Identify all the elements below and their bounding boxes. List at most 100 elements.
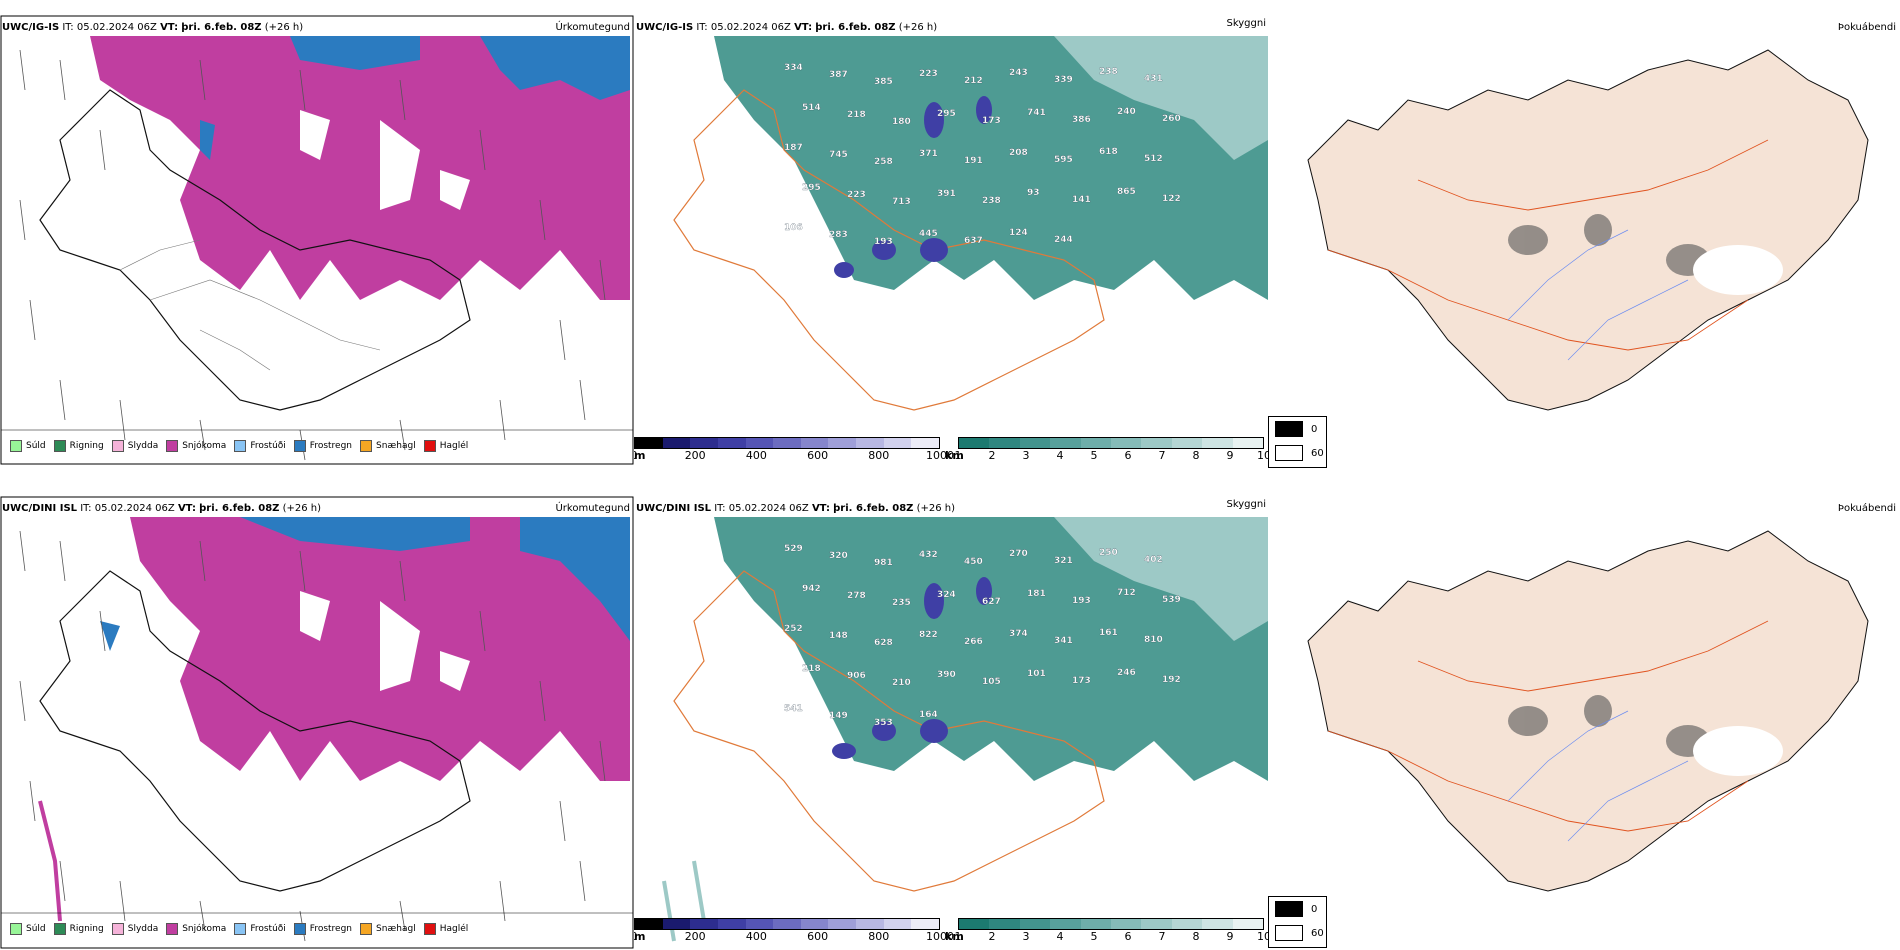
colorbar-tick: 400 [745,449,767,462]
panel-title-right: Þokuábendi [1837,22,1896,33]
cloud-base-label: 250 [1099,548,1118,558]
cloud-base-label: 106 [784,223,803,233]
cloud-base-label: 341 [1054,636,1073,646]
cloud-base-label: 637 [964,236,983,246]
cloud-base-label: 353 [874,718,893,728]
precip-map-canvas [0,15,634,465]
cloud-base-label: 124 [1009,228,1028,238]
vis-unit: km [945,930,964,943]
colorbar-tick: 1 [954,930,962,943]
colorbar-tick: 5 [1090,449,1098,462]
colorbar-segment [911,919,940,929]
colorbar-tick: 6 [1124,449,1132,462]
cloud-base-label: 252 [784,624,803,634]
vis-unit: km [945,449,964,462]
cloud-base-label: 278 [847,591,866,601]
precip-type-map-row1: UWC/IG-IS IT: 05.02.2024 06Z VT: þri. 6.… [0,0,634,466]
cloudbase-unit: m [634,930,646,943]
colorbar-tick: 0 [634,930,638,943]
cloud-base-label: 339 [1054,75,1073,85]
cloud-base-label: 101 [1027,669,1046,679]
cloud-base-label: 445 [919,229,938,239]
colorbar-segment [1171,438,1203,448]
cloud-base-label: 173 [982,116,1001,126]
cloudbase-colorbar: 0 200 400 600 800 1000 [634,437,954,463]
cloud-base-label: 390 [937,670,956,680]
cloud-base-label: 450 [964,557,983,567]
cloud-base-label: 181 [1027,589,1046,599]
sun-legend-item-0: 0 [1269,897,1326,921]
cloud-base-label: 235 [892,598,911,608]
low-cloud-patches [834,96,992,278]
cloud-base-label: 713 [892,197,911,207]
cloud-base-label: 238 [982,196,1001,206]
cloud-base-label: 981 [874,558,893,568]
colorbar-tick: 0 [634,449,638,462]
cloud-base-label: 628 [874,638,893,648]
cloud-vis-map-row1: 334 387 385 223 212 243 339 238 431 514 218 180 295 1… [634,0,1268,466]
cloud-map-canvas: 334 387 385 223 212 243 339 238 431 514 218 180 295 1… [673,36,1268,411]
panel-title-right: Skyggni [1226,499,1266,510]
colorbar-tick: 7 [1158,449,1166,462]
legend-item-snaehagl: Snæhagl [360,440,416,452]
rivers [1507,229,1689,361]
colorbar-segment [1141,438,1172,448]
roads [119,239,381,371]
cloud-base-label: 149 [829,711,848,721]
cloud-base-label: 942 [802,584,821,594]
colorbar-tick: 1000 [926,930,954,943]
cloudbase-colorbar: 0 200 400 600 800 1000 [634,918,954,944]
vis-area [714,517,1268,781]
colorbar-tick: 3 [1022,449,1030,462]
cloud-base-label: 260 [1162,114,1181,124]
colorbar-segment [1019,919,1051,929]
legend-item-rigning: Rigning [53,923,104,935]
cloud-base-label: 148 [829,631,848,641]
panel-title-right: Þokuábendi [1837,503,1896,514]
cloud-base-label: 387 [829,70,848,80]
legend-item-sudl: Súld [10,923,46,935]
cloud-base-label: 391 [937,189,956,199]
colorbar-segment [1050,919,1081,929]
coastline [39,89,471,411]
colorbar-tick: 2 [988,930,996,943]
roads [1327,620,1769,832]
sun-legend-row1: 0 60 [1268,416,1327,468]
colorbar-segment [989,919,1020,929]
colorbar-tick: 400 [745,930,767,943]
fog-map-row2: Þokuábendi [1268,481,1900,950]
cloud-base-label: 187 [784,143,803,153]
cloud-base-label: 266 [964,637,983,647]
legend-item-snjokoma: Snjókoma [166,923,226,935]
colorbar-segment [745,919,774,929]
cloud-base-label: 741 [1027,108,1046,118]
cloud-base-label: 810 [1144,635,1163,645]
cloud-base-label: 240 [1117,107,1136,117]
colorbar-segment [717,919,746,929]
precip-map-canvas [0,496,634,949]
coastline [673,89,1105,411]
colorbar-segment [773,438,801,448]
precip-legend: Súld Rigning Slydda Snjókoma Frostúði Fr… [2,436,468,456]
cloud-base-label: 258 [874,157,893,167]
panel-title-left: UWC/DINI ISL IT: 05.02.2024 06Z VT: þri.… [636,503,956,514]
colorbar-segment [1202,438,1233,448]
colorbar-segment [1232,438,1264,448]
cloud-base-label: 246 [1117,668,1136,678]
cloud-base-label: 218 [847,110,866,120]
colorbar-tick: 7 [1158,930,1166,943]
colorbar-segment [959,438,990,448]
colorbar-segment [1080,438,1112,448]
colorbar-segment [1202,919,1233,929]
colorbar-segment [662,438,691,448]
rivers [1507,710,1689,842]
cloud-base-label: 208 [1009,148,1028,158]
cloud-base-label: 191 [964,156,983,166]
legend-item-snaehagl: Snæhagl [360,923,416,935]
fog-map-row1: Þokuábendi [1268,0,1900,466]
cloud-base-label: 402 [1144,555,1163,565]
freezing-rain-area [100,517,630,651]
colorbar-tick: 600 [807,930,829,943]
colorbar-tick: 4 [1056,449,1064,462]
cloud-base-label: 431 [1144,74,1163,84]
